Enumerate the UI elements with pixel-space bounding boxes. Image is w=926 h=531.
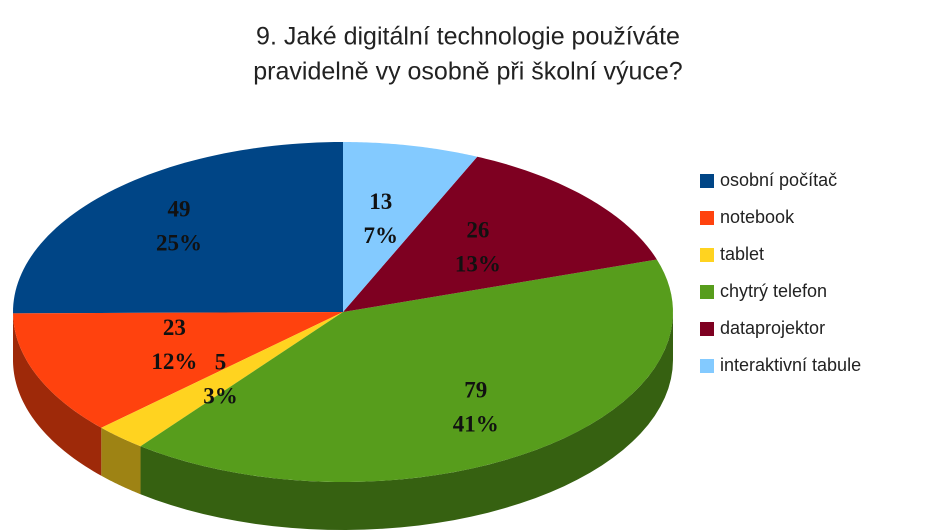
data-label: 13 (369, 189, 392, 214)
slice-side (13, 313, 102, 476)
chart-subtitle: pravidelně vy osobně při školní výuce? (253, 58, 682, 86)
percent-label: 13% (455, 252, 501, 277)
data-label: 23 (163, 315, 186, 340)
percent-label: 12% (151, 349, 197, 374)
legend-swatch (700, 211, 714, 225)
legend-label: tablet (720, 244, 764, 264)
data-label: 5 (215, 349, 227, 374)
data-label: 79 (464, 378, 487, 403)
legend-swatch (700, 359, 714, 373)
legend-label: dataprojektor (720, 318, 825, 338)
slice-side (101, 427, 141, 495)
legend-swatch (700, 322, 714, 336)
percent-label: 41% (453, 412, 499, 437)
slice (101, 312, 343, 447)
data-label: 26 (466, 218, 489, 243)
slice (343, 156, 657, 312)
slice (343, 142, 478, 312)
legend-swatch (700, 285, 714, 299)
percent-label: 25% (156, 230, 202, 255)
chart-title: 9. Jaké digitální technologie používáte (256, 23, 680, 51)
percent-label: 3% (203, 383, 238, 408)
legend-label: interaktivní tabule (720, 355, 861, 375)
percent-label: 7% (363, 223, 398, 248)
slice (140, 259, 673, 482)
data-label: 49 (168, 196, 191, 221)
legend-label: chytrý telefon (720, 281, 827, 301)
legend-swatch (700, 174, 714, 188)
legend-label: osobní počítač (720, 170, 837, 190)
slice-side (140, 312, 673, 530)
slice (13, 312, 343, 428)
legend-label: notebook (720, 207, 795, 227)
slice (13, 142, 343, 314)
legend-swatch (700, 248, 714, 262)
